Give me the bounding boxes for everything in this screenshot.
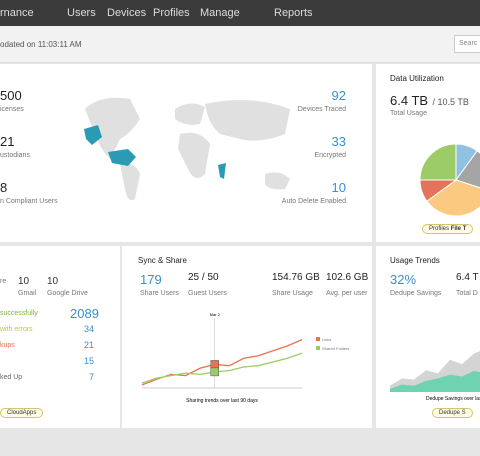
stat-label: Devices Traced xyxy=(297,106,346,113)
nav-item[interactable]: Users xyxy=(67,7,96,19)
row-label: ked Up xyxy=(0,374,23,381)
stat-value: 33 xyxy=(331,134,346,149)
stat-label: Total D xyxy=(456,290,478,297)
stat-value: 500 xyxy=(0,88,22,103)
nav-bar: rnance Users Devices Profiles Manage Rep… xyxy=(0,0,480,26)
nav-item[interactable]: Devices xyxy=(107,7,147,19)
legend-entry: File T xyxy=(450,226,467,232)
nav-item[interactable]: rnance xyxy=(0,7,34,19)
panel-title: Data Utilization xyxy=(390,74,444,83)
stat-value: 154.76 GB xyxy=(272,272,320,283)
sub-header: odated on 11:03:11 AM Searc xyxy=(0,26,480,63)
nav-item[interactable]: Manage xyxy=(200,7,240,19)
data-utilization-panel: Data Utilization 6.4 TB / 10.5 TB Total … xyxy=(376,64,480,242)
updated-text: odated on 11:03:11 AM xyxy=(0,40,82,49)
row-label: with errors xyxy=(0,326,33,333)
stat-label: Encrypted xyxy=(314,152,346,159)
sync-share-panel: Sync & Share Mar 2 Links Shared Folders Sha… xyxy=(122,246,372,428)
line-series xyxy=(141,339,303,386)
stat-value: 25 / 50 xyxy=(188,272,219,283)
row-value: 7 xyxy=(88,372,94,382)
usage-trends-panel: Usage Trends Dedupe Savings over last De… xyxy=(376,246,480,428)
stat-label: Avg. per user xyxy=(326,290,368,297)
pie-chart xyxy=(419,143,480,217)
area-series xyxy=(390,370,480,392)
pie-slice xyxy=(426,179,480,217)
legend-entry: Profiles xyxy=(429,226,450,232)
stat-label: Dedupe Savings xyxy=(390,290,442,297)
stat-label: Share Users xyxy=(140,290,179,297)
line-series xyxy=(141,352,303,384)
legend-entry: Shared Folders xyxy=(322,346,349,351)
stat-label: Google Drive xyxy=(47,290,88,297)
stat-value: 8 xyxy=(0,180,8,195)
overview-panel: 500 icenses 21 ustodians 8 n Compliant Users 9… xyxy=(0,64,372,242)
world-map xyxy=(84,97,290,201)
stat-value: 10 xyxy=(331,180,346,195)
panel-title: Sync & Share xyxy=(138,256,187,265)
line-chart: Mar 2 Links Shared Folders Sharing trends o… xyxy=(141,312,349,404)
total: 2089 xyxy=(70,306,99,321)
highlight-point xyxy=(210,367,219,377)
total: / 10.5 TB xyxy=(432,97,469,107)
backup-panel: re 10 Gmail 10 Google Drive 2089 CloudAp… xyxy=(0,246,120,428)
row-label: kups xyxy=(0,342,15,349)
marker-label: Mar 2 xyxy=(210,312,221,317)
stat-label: icenses xyxy=(0,106,24,113)
stat-value: 6.4 T xyxy=(456,272,479,283)
row-label: successfully xyxy=(0,310,38,317)
used: 6.4 TB xyxy=(390,93,429,108)
area-chart: Dedupe Savings over last xyxy=(390,351,480,402)
caption: Total Usage xyxy=(390,110,427,117)
button[interactable]: Dedupe S xyxy=(432,408,473,418)
stat-label: ustodians xyxy=(0,152,30,159)
stat-value: 179 xyxy=(140,272,162,287)
stat-label: n Compliant Users xyxy=(0,198,58,205)
stat-value: 10 xyxy=(18,276,30,287)
legend-swatch xyxy=(316,337,320,341)
button[interactable]: CloudApps xyxy=(0,408,44,418)
stat-value: 10 xyxy=(47,276,59,287)
stat-label: re xyxy=(0,278,7,285)
stat-value: 102.6 GB xyxy=(326,272,369,283)
stat-value: 92 xyxy=(331,88,346,103)
panel-title: Usage Trends xyxy=(390,256,440,265)
row-value: 15 xyxy=(83,356,94,366)
legend[interactable]: Profiles File T xyxy=(422,224,474,234)
search-box[interactable]: Searc xyxy=(454,35,480,53)
stat-label: Auto Delete Enabled xyxy=(281,198,346,205)
row-value: 21 xyxy=(83,340,94,350)
stat-value: 21 xyxy=(0,134,15,149)
stat-value: 32% xyxy=(390,272,417,287)
pie-slice xyxy=(419,143,457,181)
nav-item[interactable]: Reports xyxy=(274,7,313,19)
highlight-point xyxy=(210,360,219,369)
legend-entry: Links xyxy=(322,337,331,342)
nav-item[interactable]: Profiles xyxy=(153,7,190,19)
chart-caption: Sharing trends over last 90 days xyxy=(186,398,258,404)
stat-label: Guest Users xyxy=(188,290,227,297)
stat-label: Gmail xyxy=(18,290,37,297)
pie-slice xyxy=(455,150,480,189)
row-value: 34 xyxy=(83,324,94,334)
chart-caption: Dedupe Savings over last xyxy=(426,396,480,402)
legend-swatch xyxy=(316,346,320,350)
stat-label: Share Usage xyxy=(272,290,313,297)
